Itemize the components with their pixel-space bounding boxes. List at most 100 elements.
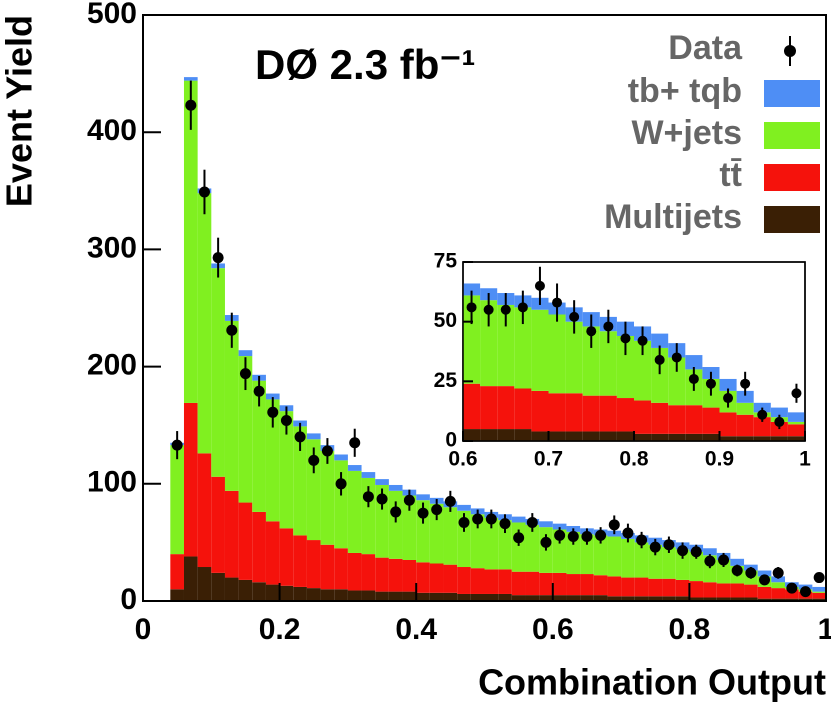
legend-label: tt̄ — [719, 156, 742, 194]
histogram-bar — [252, 380, 266, 512]
data-point — [253, 385, 265, 397]
histogram-bar — [648, 578, 663, 597]
histogram-bar — [616, 431, 634, 441]
histogram-bar — [498, 593, 512, 601]
data-point — [403, 494, 415, 506]
histogram-bar — [224, 320, 239, 491]
histogram-bar — [599, 331, 617, 396]
histogram-bar — [388, 490, 403, 559]
histogram-bar — [607, 536, 622, 577]
histogram-bar — [252, 511, 266, 583]
histogram-bar — [621, 538, 635, 578]
histogram-bar — [416, 562, 430, 593]
legend-label: tb+ tqb — [628, 72, 742, 110]
histogram-bar — [511, 595, 526, 601]
histogram-bar — [498, 569, 512, 594]
data-point — [603, 321, 614, 332]
histogram-bar — [675, 579, 690, 597]
data-point — [540, 536, 552, 548]
histogram-bar — [531, 390, 549, 432]
histogram-bar — [582, 431, 600, 441]
histogram-bar — [306, 540, 321, 589]
histogram-bar — [621, 577, 635, 597]
legend-swatch — [764, 206, 820, 233]
histogram-bar — [703, 582, 717, 598]
histogram-bar — [703, 597, 717, 601]
data-point — [663, 539, 675, 551]
data-point — [267, 406, 279, 418]
histogram-bar — [293, 535, 307, 587]
legend-label: W+jets — [631, 114, 742, 152]
histogram-bar — [736, 390, 754, 403]
histogram-bar — [511, 571, 526, 596]
data-point — [171, 439, 183, 451]
histogram-bar — [539, 595, 553, 601]
histogram-bar — [224, 577, 239, 601]
x-tick-label: 0.9 — [705, 448, 734, 471]
histogram-bar — [703, 548, 717, 556]
data-point — [813, 572, 825, 584]
histogram-bar — [183, 556, 198, 601]
data-point — [745, 567, 757, 579]
histogram-bar — [388, 484, 403, 491]
histogram-bar — [525, 571, 540, 596]
histogram-bar — [238, 350, 253, 357]
data-point — [485, 513, 497, 525]
histogram-bar — [279, 585, 294, 601]
y-tick-label: 500 — [87, 0, 137, 30]
data-point — [390, 506, 402, 518]
data-point — [444, 495, 456, 507]
data-point — [786, 582, 798, 594]
histogram-bar — [416, 592, 430, 601]
main-frame — [142, 14, 827, 602]
histogram-bar — [320, 450, 335, 545]
histogram-bar — [443, 592, 458, 601]
histogram-bar — [183, 80, 198, 403]
legend-swatch — [764, 122, 820, 149]
histogram-bar — [463, 295, 481, 384]
y-tick-label: 75 — [434, 250, 458, 273]
histogram-bar — [375, 479, 389, 485]
histogram-bar — [531, 431, 549, 441]
y-tick-label: 300 — [87, 231, 137, 264]
histogram-bar — [757, 586, 772, 599]
histogram-bar — [402, 559, 417, 592]
histogram-bar — [539, 572, 553, 596]
histogram-bar — [634, 542, 649, 578]
histogram-bar — [463, 383, 481, 430]
data-point — [466, 302, 477, 313]
histogram-bar — [197, 453, 212, 568]
x-axis-title: Combination Output — [478, 662, 826, 703]
data-point — [718, 554, 730, 566]
experiment-label: DØ 2.3 fb⁻¹ — [255, 41, 476, 88]
histogram-bar — [662, 596, 676, 601]
histogram-bar — [388, 591, 403, 601]
y-tick-label: 0 — [445, 429, 457, 452]
histogram-bar — [548, 431, 566, 441]
histogram-bar — [457, 504, 471, 511]
histogram-bar — [511, 516, 526, 523]
data-point — [552, 297, 563, 308]
data-point — [280, 415, 292, 427]
main-plot — [170, 77, 826, 601]
histogram-bar — [736, 436, 754, 441]
histogram-bar — [771, 598, 786, 601]
histogram-bar — [716, 583, 731, 598]
histogram-bar — [812, 598, 826, 601]
data-point — [294, 431, 306, 443]
data-point — [677, 545, 689, 557]
data-point — [608, 519, 620, 531]
histogram-bar — [525, 595, 540, 601]
histogram-bar — [719, 378, 737, 391]
data-point — [526, 516, 538, 528]
data-point — [321, 445, 333, 457]
data-point — [671, 352, 682, 363]
histogram-bar — [730, 558, 745, 566]
data-point — [690, 546, 702, 558]
histogram-bar — [552, 529, 567, 573]
histogram-bar — [716, 597, 731, 601]
data-point — [362, 491, 374, 503]
histogram-bar — [238, 356, 253, 503]
histogram-bar — [552, 595, 567, 601]
histogram-bar — [607, 596, 622, 601]
